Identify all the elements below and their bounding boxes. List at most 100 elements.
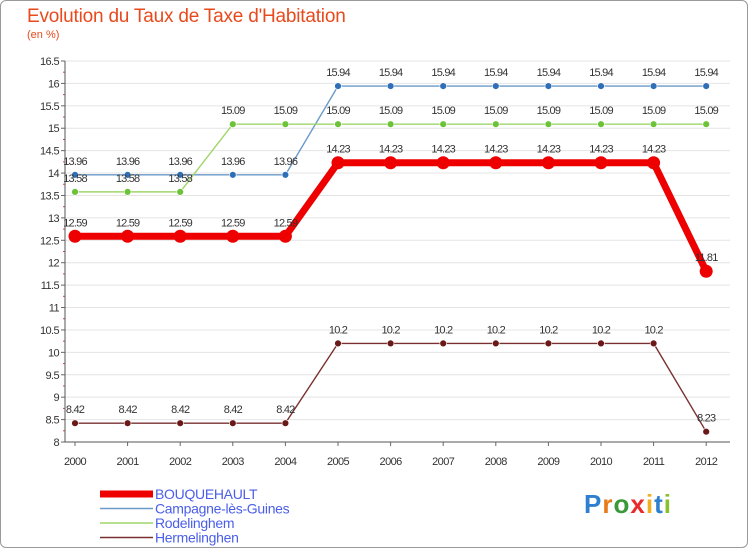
y-tick-label: 14 <box>48 168 60 180</box>
data-point-rodelinghem <box>334 120 342 128</box>
data-label-campagne-l-s-guines: 15.94 <box>326 67 350 79</box>
logo-letter: P <box>584 489 603 519</box>
data-label-hermelinghen: 8.42 <box>276 404 295 416</box>
data-point-rodelinghem <box>492 120 500 128</box>
x-tick-label: 2009 <box>537 456 560 468</box>
y-tick-label: 9 <box>53 392 59 404</box>
data-label-hermelinghen: 10.2 <box>381 324 400 336</box>
data-point-hermelinghen <box>649 339 658 348</box>
data-label-hermelinghen: 10.2 <box>487 324 506 336</box>
x-tick-label: 2004 <box>274 456 297 468</box>
data-point-hermelinghen <box>334 339 342 348</box>
y-tick-label: 13.5 <box>40 190 59 202</box>
legend-label: Campagne-lès-Guines <box>155 501 290 517</box>
data-labels: 13.96 13.96 13.96 13.96 13.96 15.94 15.94 15.94… <box>63 67 719 425</box>
data-label-hermelinghen: 8.42 <box>118 404 137 416</box>
y-tick-label: 10.5 <box>40 325 59 337</box>
data-point-hermelinghen <box>176 419 184 427</box>
data-label-campagne-l-s-guines: 13.96 <box>221 156 245 168</box>
data-point-rodelinghem <box>702 120 710 128</box>
data-point-bouquehault <box>541 156 555 170</box>
data-point-hermelinghen <box>597 339 605 348</box>
y-tick-label: 11 <box>49 303 60 315</box>
data-label-rodelinghem: 15.09 <box>642 105 666 117</box>
legend-label: Rodelinghem <box>155 515 234 531</box>
data-point-campagne-l-s-guines <box>229 171 237 179</box>
data-point-campagne-l-s-guines <box>702 82 710 90</box>
x-tick-label: 2010 <box>590 456 613 468</box>
data-label-bouquehault: 14.23 <box>379 144 403 156</box>
data-point-bouquehault <box>384 156 398 170</box>
data-label-rodelinghem: 15.09 <box>431 105 455 117</box>
legend: BOUQUEHAULTCampagne-lès-GuinesRodelinghe… <box>100 486 290 546</box>
data-label-hermelinghen: 10.2 <box>592 324 611 336</box>
data-label-bouquehault: 12.59 <box>116 217 140 229</box>
logo-letter: o <box>613 489 631 519</box>
data-label-rodelinghem: 15.09 <box>694 105 718 117</box>
legend-label: Hermelinghen <box>155 530 239 546</box>
x-tick-label: 2007 <box>432 456 455 468</box>
x-tick-label: 2003 <box>222 456 245 468</box>
data-label-bouquehault: 12.59 <box>221 217 245 229</box>
data-point-bouquehault <box>594 156 608 170</box>
data-point-hermelinghen <box>386 339 395 348</box>
data-point-bouquehault <box>331 156 345 170</box>
logo-letter: x <box>630 489 646 519</box>
data-point-bouquehault <box>647 156 661 170</box>
logo-letter: r <box>602 489 614 519</box>
data-point-hermelinghen <box>492 339 500 348</box>
data-point-rodelinghem <box>544 120 553 128</box>
data-label-bouquehault: 12.59 <box>63 217 87 229</box>
data-point-rodelinghem <box>123 188 132 196</box>
data-point-campagne-l-s-guines <box>597 82 605 90</box>
data-point-bouquehault <box>68 229 82 243</box>
data-label-hermelinghen: 10.2 <box>434 324 453 336</box>
series-layer <box>68 82 713 436</box>
data-label-rodelinghem: 13.58 <box>168 173 192 185</box>
data-label-campagne-l-s-guines: 15.94 <box>537 67 561 79</box>
data-point-hermelinghen <box>281 419 290 427</box>
series-line-hermelinghen <box>75 342 707 433</box>
data-label-rodelinghem: 15.09 <box>537 105 561 117</box>
y-tick-label: 16.5 <box>40 56 59 68</box>
data-label-rodelinghem: 15.09 <box>274 105 298 117</box>
data-point-campagne-l-s-guines <box>123 171 132 179</box>
x-tick-label: 2002 <box>169 456 192 468</box>
data-label-hermelinghen: 8.42 <box>171 404 190 416</box>
data-point-rodelinghem <box>229 120 237 128</box>
chart-title: Evolution du Taux de Taxe d'Habitation <box>27 6 346 27</box>
data-label-campagne-l-s-guines: 13.96 <box>274 156 298 168</box>
y-tick-label: 12 <box>48 258 60 270</box>
data-label-campagne-l-s-guines: 15.94 <box>589 67 613 79</box>
y-tick-label: 15 <box>48 123 60 135</box>
x-tick-label: 2008 <box>485 456 508 468</box>
y-tick-label: 14.5 <box>40 146 59 158</box>
data-point-bouquehault <box>699 264 713 278</box>
data-point-rodelinghem <box>71 188 79 196</box>
data-label-hermelinghen: 8.42 <box>66 404 85 416</box>
data-label-rodelinghem: 15.09 <box>379 105 403 117</box>
data-label-campagne-l-s-guines: 13.96 <box>168 156 192 168</box>
data-label-bouquehault: 11.81 <box>695 252 718 264</box>
axes: 8 8.5 9 9.5 10 10.5 11 11.5 12 12.5 13 13.5 14 14.5 15… <box>40 56 730 468</box>
data-point-bouquehault <box>489 156 503 170</box>
data-point-rodelinghem <box>386 120 395 128</box>
data-point-campagne-l-s-guines <box>281 171 290 179</box>
data-point-hermelinghen <box>229 419 237 427</box>
y-tick-label: 15.5 <box>40 101 59 113</box>
data-point-campagne-l-s-guines <box>544 82 553 90</box>
logo-letter: i <box>645 489 655 519</box>
data-point-hermelinghen <box>544 339 553 348</box>
data-label-rodelinghem: 15.09 <box>484 105 508 117</box>
data-point-hermelinghen <box>702 427 710 436</box>
data-label-rodelinghem: 13.58 <box>63 173 87 185</box>
data-point-rodelinghem <box>597 120 605 128</box>
data-label-rodelinghem: 15.09 <box>326 105 350 117</box>
data-label-rodelinghem: 15.09 <box>221 105 245 117</box>
x-tick-label: 2012 <box>695 456 718 468</box>
proxiti-logo: Proxiti <box>584 489 672 520</box>
y-tick-label: 9.5 <box>46 370 60 382</box>
data-point-bouquehault <box>278 229 292 243</box>
data-point-rodelinghem <box>649 120 658 128</box>
